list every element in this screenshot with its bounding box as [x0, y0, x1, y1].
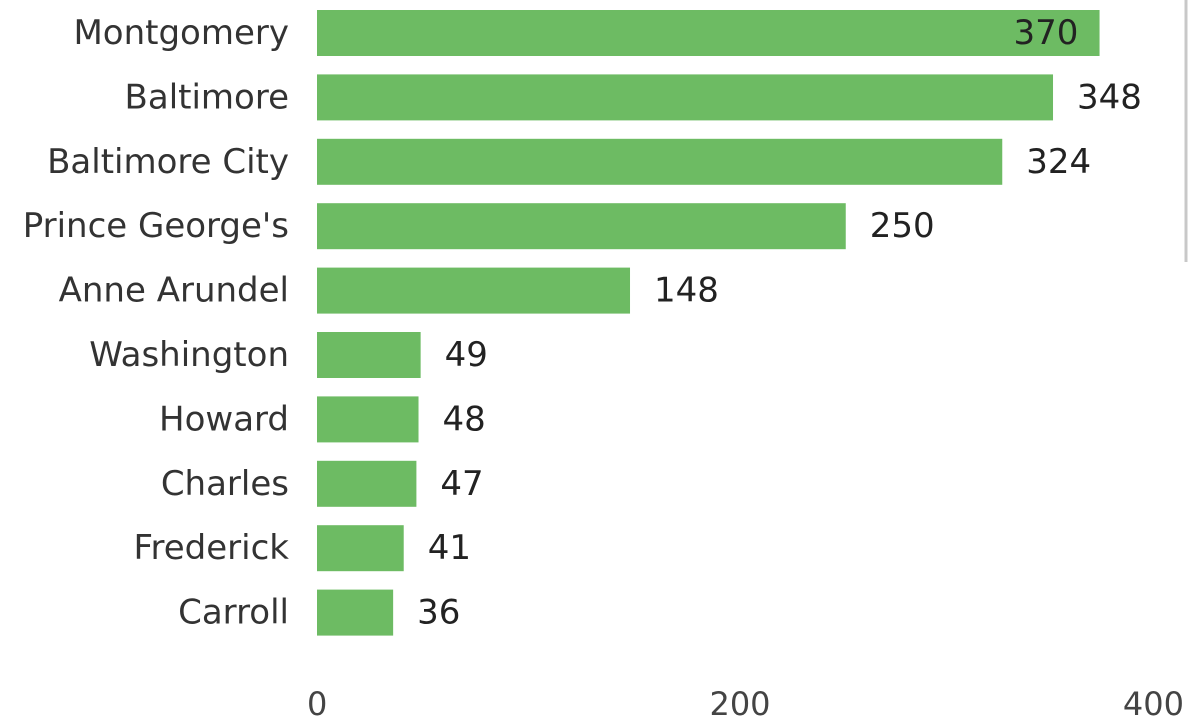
bars: [317, 10, 1100, 636]
bar-7: [317, 460, 417, 507]
bar-6: [317, 396, 419, 443]
value-label: 370: [1014, 13, 1079, 53]
category-label: Montgomery: [73, 13, 289, 53]
category-label: Charles: [161, 464, 289, 504]
value-label: 324: [1026, 142, 1091, 182]
bar-4: [317, 267, 631, 314]
category-label: Baltimore City: [47, 142, 289, 182]
bar-8: [317, 525, 404, 572]
value-label: 148: [654, 271, 719, 311]
bar-0: [317, 10, 1100, 56]
value-label: 47: [440, 464, 483, 504]
category-label: Washington: [89, 335, 289, 375]
bar-1: [317, 74, 1054, 121]
bar-9: [317, 589, 394, 636]
x-tick-label: 200: [709, 685, 770, 722]
x-axis-ticks: 0 200 400: [307, 685, 1184, 722]
value-labels: 370 348 324 250 148 49 48 47 41 36: [417, 13, 1142, 633]
category-label: Carroll: [178, 593, 289, 633]
category-label: Howard: [159, 399, 289, 439]
x-tick-label: 400: [1123, 685, 1184, 722]
value-label: 36: [417, 593, 460, 633]
value-label: 49: [445, 335, 488, 375]
value-label: 250: [870, 206, 935, 246]
category-label: Anne Arundel: [59, 271, 289, 311]
bar-3: [317, 203, 846, 250]
value-label: 48: [443, 399, 486, 439]
category-labels: Montgomery Baltimore Baltimore City Prince …: [23, 13, 290, 633]
category-label: Frederick: [133, 528, 289, 568]
category-label: Prince George's: [23, 206, 289, 246]
category-label: Baltimore: [125, 77, 289, 117]
bar-2: [317, 138, 1003, 185]
value-label: 41: [428, 528, 471, 568]
bar-5: [317, 332, 421, 378]
value-label: 348: [1077, 77, 1142, 117]
x-tick-label: 0: [307, 685, 327, 722]
